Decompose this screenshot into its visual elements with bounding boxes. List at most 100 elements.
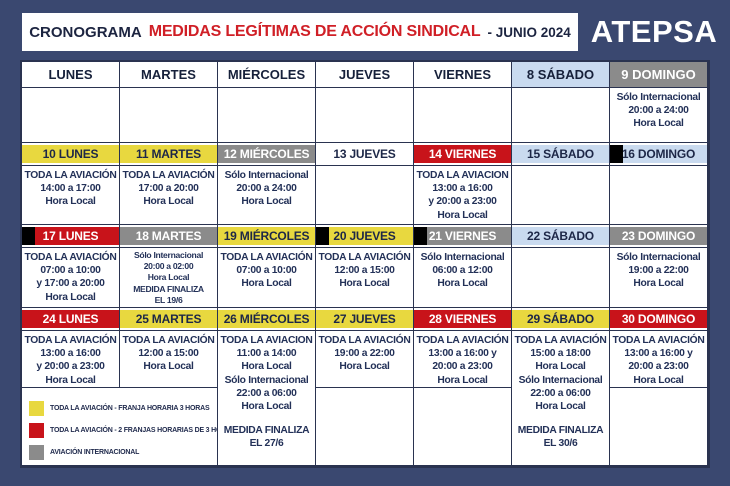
weekday-header-cell: JUEVES	[316, 62, 414, 88]
title-banner: CRONOGRAMA MEDIDAS LEGÍTIMAS DE ACCIÓN S…	[22, 13, 578, 51]
schedule-line: 07:00 a 10:00	[236, 265, 297, 277]
schedule-cell: Sólo Internacional 20:00 a 02:00 Hora Loca…	[120, 248, 218, 308]
empty-cell	[414, 388, 512, 466]
schedule-line: Hora Local	[143, 361, 194, 373]
date-header-cell: 17 LUNES	[22, 225, 120, 248]
legend-label: TODA LA AVIACIÓN - 2 FRANJAS HORARIAS DE…	[50, 427, 218, 434]
date-header-bar: 17 LUNES	[22, 227, 119, 245]
schedule-cell	[512, 88, 610, 143]
date-header-bar: 22 SÁBADO	[512, 227, 609, 245]
day-label: MIÉRCOLES	[227, 67, 306, 82]
date-header-cell: 28 VIERNES	[414, 308, 512, 331]
schedule-cell: TODA LA AVIACIÓN 13:00 a 16:00 y 20:00 a 2…	[414, 331, 512, 388]
day-label: 15 SÁBADO	[527, 147, 594, 161]
day-label: 11 MARTES	[136, 147, 201, 161]
empty-cell	[316, 388, 414, 466]
day-label: 10 LUNES	[42, 147, 99, 161]
international-aviation-marker-icon	[610, 145, 623, 163]
schedule-line: Sólo Internacional	[616, 252, 701, 263]
schedule-line: TODA LA AVIACION	[220, 335, 313, 346]
day-label: 29 SÁBADO	[527, 312, 594, 326]
weekday-header-cell: 9 DOMINGO	[610, 62, 708, 88]
date-header-cell: 20 JUEVES	[316, 225, 414, 248]
schedule-cell	[316, 166, 414, 225]
date-header-cell: 10 LUNES	[22, 143, 120, 166]
international-aviation-marker-icon	[414, 227, 427, 245]
date-header-bar: 15 SÁBADO	[512, 145, 609, 163]
schedule-line: 17:00 a 20:00	[138, 183, 199, 195]
day-label: 21 VIERNES	[428, 229, 497, 243]
date-header-cell: 30 DOMINGO	[610, 308, 708, 331]
date-header-cell: 25 MARTES	[120, 308, 218, 331]
weekday-header-cell: 8 SÁBADO	[512, 62, 610, 88]
schedule-line: EL 27/6	[249, 438, 284, 450]
schedule-line: TODA LA AVIACIÓN	[416, 335, 509, 346]
schedule-cell	[22, 88, 120, 143]
schedule-line: TODA LA AVIACIÓN	[122, 335, 215, 346]
date-header-cell: 13 JUEVES	[316, 143, 414, 166]
schedule-line: Hora Local	[143, 196, 194, 208]
schedule-line: y 20:00 a 23:00	[36, 361, 105, 373]
schedule-line: 15:00 a 18:00	[530, 348, 591, 360]
schedule-cell	[610, 166, 708, 225]
date-header-cell: 22 SÁBADO	[512, 225, 610, 248]
legend-swatch-icon	[29, 423, 44, 438]
schedule-line: Sólo Internacional	[224, 170, 309, 181]
legend: TODA LA AVIACIÓN - FRANJA HORARIA 3 HORA…	[22, 388, 218, 466]
date-header-cell: 27 JUEVES	[316, 308, 414, 331]
day-label: LUNES	[48, 67, 93, 82]
date-header-bar: 13 JUEVES	[316, 145, 413, 163]
date-header-bar: 19 MIÉRCOLES	[218, 227, 315, 245]
schedule-cell: Sólo Internacional 20:00 a 24:00 Hora Loca…	[610, 88, 708, 143]
schedule-line: Sólo Internacional	[420, 252, 505, 263]
schedule-cell: TODA LA AVIACIÓN 13:00 a 16:00 y 20:00 a 2…	[22, 331, 120, 388]
legend-label: AVIACIÓN INTERNACIONAL	[50, 449, 140, 456]
schedule-line: Hora Local	[241, 196, 292, 208]
date-header-bar: 16 DOMINGO	[610, 145, 707, 163]
empty-cell	[610, 388, 708, 466]
legend-label: TODA LA AVIACIÓN - FRANJA HORARIA 3 HORA…	[50, 405, 210, 412]
schedule-line: Hora Local	[339, 278, 390, 290]
weekday-header-cell: LUNES	[22, 62, 120, 88]
schedule-line: EL 30/6	[543, 438, 578, 450]
date-header-cell: 26 MIÉRCOLES	[218, 308, 316, 331]
day-label: 27 JUEVES	[333, 312, 396, 326]
schedule-line: Hora Local	[633, 278, 684, 290]
date-header-cell: 11 MARTES	[120, 143, 218, 166]
schedule-line: 20:00 a 24:00	[236, 183, 297, 195]
atepsa-logo: ATEPSA	[590, 14, 718, 49]
schedule-line: MEDIDA FINALIZA	[517, 425, 604, 437]
schedule-line: Hora Local	[241, 278, 292, 290]
schedule-line: Sólo Internacional	[518, 374, 603, 386]
title-suffix: - JUNIO 2024	[487, 24, 571, 40]
schedule-line: MEDIDA FINALIZA	[133, 283, 204, 294]
date-header-cell: 16 DOMINGO	[610, 143, 708, 166]
date-header-bar: 21 VIERNES	[414, 227, 511, 245]
spacer	[218, 413, 315, 424]
schedule-line: TODA LA AVIACIÓN	[24, 252, 117, 263]
schedule-line: 13:00 a 16:00 y	[624, 348, 693, 360]
schedule-cell: TODA LA AVIACIÓN 07:00 a 10:00 Hora Local	[218, 248, 316, 308]
schedule-line: 13:00 a 16:00	[432, 183, 493, 195]
title-main: MEDIDAS LEGÍTIMAS DE ACCIÓN SINDICAL	[148, 23, 481, 40]
date-header-bar: 14 VIERNES	[414, 145, 511, 163]
spacer	[512, 413, 609, 424]
schedule-cell: Sólo Internacional 19:00 a 22:00 Hora Loca…	[610, 248, 708, 308]
date-header-bar: 27 JUEVES	[316, 310, 413, 328]
date-header-bar: 25 MARTES	[120, 310, 217, 328]
weekday-header-cell: MIÉRCOLES	[218, 62, 316, 88]
schedule-line: Hora Local	[437, 374, 488, 386]
day-label: 17 LUNES	[42, 229, 99, 243]
schedule-cell: TODA LA AVIACIÓN 14:00 a 17:00 Hora Local	[22, 166, 120, 225]
day-label: 24 LUNES	[42, 312, 99, 326]
schedule-line: 07:00 a 10:00	[40, 265, 101, 277]
schedule-line: Hora Local	[633, 118, 684, 130]
schedule-line: 19:00 a 22:00	[628, 265, 689, 277]
date-header-bar: 28 VIERNES	[414, 310, 511, 328]
legend-item: AVIACIÓN INTERNACIONAL	[29, 445, 214, 460]
schedule-cell: TODA LA AVIACIÓN 07:00 a 10:00 y 17:00 a 2…	[22, 248, 120, 308]
schedule-line: TODA LA AVIACIÓN	[24, 335, 117, 346]
schedule-line: Hora Local	[241, 400, 292, 412]
schedule-cell: TODA LA AVIACIÓN 15:00 a 18:00 Hora Local S…	[512, 331, 610, 466]
